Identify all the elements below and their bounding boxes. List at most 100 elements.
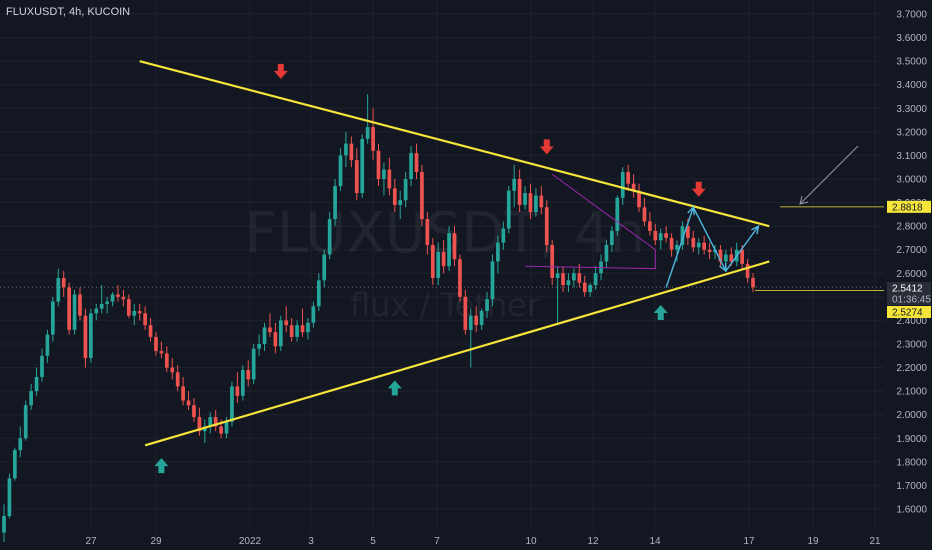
candle	[604, 240, 609, 269]
candle	[593, 266, 598, 290]
price-tick-label: 3.4000	[896, 80, 927, 91]
candle	[240, 365, 245, 401]
candle	[534, 188, 538, 217]
candle-body	[669, 237, 674, 250]
candle-body	[67, 287, 71, 330]
candle	[680, 221, 685, 250]
candle	[441, 240, 446, 274]
candle	[631, 174, 636, 198]
price-badge-label: 2.5274	[892, 308, 923, 319]
price-tick-label: 2.4000	[896, 316, 927, 327]
candle-body	[458, 259, 462, 297]
candle-body	[289, 325, 294, 337]
candle-body	[230, 386, 234, 422]
candle	[262, 322, 267, 352]
candle-body	[246, 369, 251, 380]
candle-body	[344, 143, 348, 156]
candle	[338, 148, 343, 191]
candle-body	[398, 200, 403, 205]
candle-body	[94, 308, 99, 314]
candle-body	[392, 188, 397, 205]
candle	[327, 211, 332, 260]
candle-body	[110, 294, 115, 302]
candle	[164, 346, 169, 373]
price-badge-bg	[887, 200, 931, 213]
candle-body	[680, 226, 685, 245]
candle	[577, 263, 582, 288]
price-badge-label: 01:36:45	[892, 295, 931, 306]
candle	[512, 164, 517, 208]
price-tick-label: 3.0000	[896, 174, 927, 185]
price-badge-label: 2.5412	[892, 284, 923, 295]
candle	[213, 409, 218, 432]
candle-body	[235, 386, 240, 396]
price-tick-label: 2.2000	[896, 363, 927, 374]
candle	[539, 186, 544, 215]
candle	[208, 412, 213, 434]
candle-body	[707, 249, 712, 253]
candle-body	[300, 325, 305, 333]
candle	[718, 244, 723, 267]
candle-body	[550, 244, 555, 278]
candle	[496, 235, 500, 274]
time-tick-label: 19	[807, 536, 819, 547]
candle-body	[371, 127, 375, 151]
candle	[121, 289, 126, 307]
candle	[664, 226, 669, 243]
candle	[365, 94, 370, 144]
candle	[675, 240, 679, 262]
price-tick-label: 1.7000	[896, 481, 927, 492]
candle	[105, 296, 109, 314]
time-tick-label: 17	[743, 536, 755, 547]
arrow-up-icon	[653, 304, 668, 320]
candle	[181, 376, 185, 406]
candle-body	[192, 405, 196, 418]
candle-body	[268, 327, 272, 333]
header-symbol[interactable]: FLUXUSDT	[6, 6, 63, 18]
callout-arrowhead	[799, 195, 809, 205]
candle-body	[251, 348, 256, 380]
price-tick-label: 2.8000	[896, 222, 927, 233]
grid	[0, 0, 884, 532]
candle	[506, 186, 511, 234]
candle-body	[582, 282, 587, 293]
candle	[306, 318, 310, 340]
candle-body	[642, 207, 647, 222]
candle	[154, 332, 158, 356]
time-tick-label: 5	[370, 536, 376, 547]
candle	[707, 242, 712, 260]
header-interval[interactable]: 4h	[68, 6, 82, 18]
candle-body	[528, 193, 533, 212]
price-tick-label: 3.5000	[896, 57, 927, 68]
candle-body	[593, 273, 598, 286]
candle-body	[338, 155, 343, 187]
arrow-down-icon	[691, 181, 706, 197]
candle	[528, 183, 533, 220]
candle	[582, 275, 587, 297]
candle-body	[262, 327, 267, 344]
candle-body	[273, 332, 278, 347]
candle	[669, 233, 674, 257]
candle	[132, 303, 137, 326]
candle	[490, 254, 495, 307]
candle-body	[333, 186, 337, 220]
candle-body	[696, 242, 701, 248]
candle	[349, 136, 354, 168]
candle	[620, 167, 625, 205]
candle-body	[219, 426, 223, 434]
candle-body	[159, 351, 164, 354]
candle-body	[414, 153, 419, 172]
candle-body	[29, 391, 33, 406]
candle	[588, 282, 593, 297]
candle-body	[154, 336, 158, 352]
candle-body	[729, 254, 734, 262]
header-exchange: KUCOIN	[87, 6, 131, 18]
candle	[463, 289, 468, 335]
candle	[137, 303, 142, 321]
candle	[235, 372, 240, 403]
candle-body	[354, 160, 359, 194]
arrow-up-icon	[387, 380, 402, 396]
